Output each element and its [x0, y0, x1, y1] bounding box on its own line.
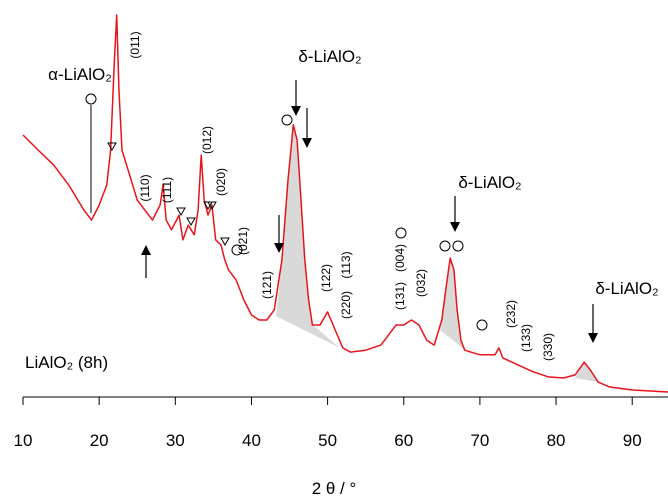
- data-line: [22, 14, 668, 393]
- miller-index: (021): [236, 227, 250, 255]
- x-tick-label: 60: [394, 431, 413, 450]
- miller-index: (113): [339, 251, 353, 278]
- circle-marker: [281, 114, 293, 126]
- miller-index: (011): [128, 31, 142, 58]
- miller-index: (110): [138, 174, 152, 201]
- circle-marker: [395, 227, 407, 239]
- miller-index: (232): [504, 300, 518, 328]
- x-tick-label: 20: [90, 431, 109, 450]
- annotation: δ-LiAlO₂: [595, 279, 658, 298]
- x-tick-label: 90: [623, 431, 642, 450]
- miller-index: (220): [339, 291, 353, 319]
- x-tick-label: 50: [318, 431, 337, 450]
- miller-index: (032): [414, 269, 428, 297]
- circle-marker: [476, 319, 488, 331]
- arrows: [141, 80, 598, 343]
- triangle-markers: [107, 142, 230, 247]
- miller-index: (122): [319, 264, 333, 292]
- peak-area: [276, 125, 340, 348]
- miller-index: (012): [200, 126, 214, 154]
- x-tick-label: 40: [242, 431, 261, 450]
- annotation: δ-LiAlO₂: [298, 47, 361, 66]
- miller-index: (121): [260, 271, 274, 299]
- plot: [22, 14, 668, 393]
- miller-index: (020): [214, 168, 228, 196]
- circle-marker: [452, 240, 464, 252]
- circle-marker: [439, 240, 451, 252]
- x-tick-label: 30: [166, 431, 185, 450]
- annotation: LiAlO₂ (8h): [25, 353, 108, 372]
- circle-marker: [85, 93, 97, 105]
- annotation: α-LiAlO₂: [48, 65, 112, 84]
- miller-index: (133): [519, 324, 533, 352]
- miller-index: (131): [393, 282, 407, 310]
- miller-index: (004): [393, 244, 407, 272]
- annotation: δ-LiAlO₂: [458, 173, 521, 192]
- markers: [85, 93, 488, 331]
- peak-area: [575, 362, 598, 382]
- x-axis-label: 2 θ / °: [312, 479, 357, 498]
- x-tick-label: 10: [14, 431, 33, 450]
- circle-marker: [231, 244, 243, 256]
- miller-index: (111): [160, 177, 174, 203]
- miller-index: (330): [541, 333, 555, 361]
- x-tick-label: 70: [470, 431, 489, 450]
- x-tick-label: 80: [547, 431, 566, 450]
